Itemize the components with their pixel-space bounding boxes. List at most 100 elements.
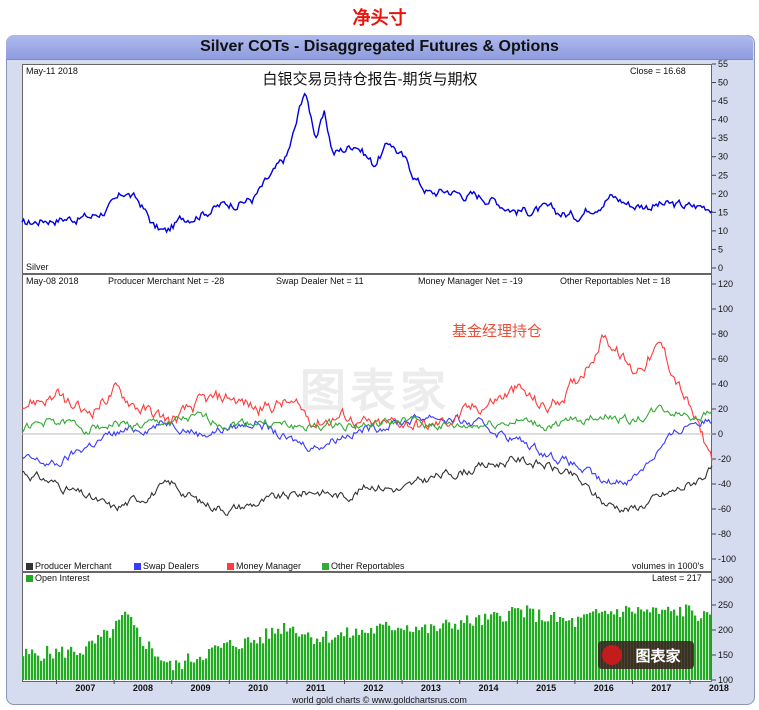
open-interest-bar	[292, 626, 295, 680]
open-interest-bar	[370, 628, 373, 680]
series-swap-dealers	[21, 413, 713, 487]
open-interest-bar	[442, 623, 445, 680]
open-interest-bar	[481, 625, 484, 680]
open-interest-bar	[469, 623, 472, 680]
open-interest-bar	[295, 633, 298, 680]
open-interest-bar	[589, 612, 592, 680]
open-interest-bar	[334, 637, 337, 680]
x-tick-label-2009: 2009	[191, 683, 211, 693]
open-interest-bar	[313, 644, 316, 680]
y-tick-label-1-9: 80	[718, 329, 728, 339]
open-interest-bar	[514, 608, 517, 680]
open-interest-bar	[223, 643, 226, 680]
open-interest-bar	[523, 617, 526, 680]
open-interest-bar	[505, 621, 508, 680]
y-tick-label-1-11: 120	[718, 279, 733, 289]
open-interest-bar	[382, 624, 385, 680]
open-interest-bar	[706, 612, 709, 680]
open-interest-bar	[493, 612, 496, 680]
y-tick-label-0-0: 0	[718, 263, 723, 273]
open-interest-bar	[697, 620, 700, 680]
open-interest-bar	[484, 613, 487, 680]
open-interest-bar	[178, 662, 181, 680]
open-interest-bar	[115, 620, 118, 680]
series-producer-merchant	[21, 455, 713, 516]
legend-other: Other Reportables	[322, 561, 405, 571]
open-interest-bar	[520, 609, 523, 680]
open-interest-bar	[232, 646, 235, 680]
open-interest-bar	[565, 621, 568, 680]
open-interest-bar	[583, 614, 586, 680]
open-interest-bar	[445, 619, 448, 680]
open-interest-bar	[511, 607, 514, 680]
open-interest-bar	[526, 605, 529, 680]
open-interest-bar	[64, 657, 67, 680]
open-interest-bar	[331, 639, 334, 680]
open-interest-bar	[307, 632, 310, 680]
open-interest-bar	[301, 634, 304, 680]
open-interest-bar	[253, 639, 256, 680]
open-interest-bar	[298, 636, 301, 680]
x-tick-label-2007: 2007	[75, 683, 95, 693]
open-interest-bar	[559, 617, 562, 680]
open-interest-bar	[31, 649, 34, 680]
open-interest-bar	[346, 627, 349, 680]
open-interest-bar	[529, 608, 532, 680]
open-interest-bar	[544, 621, 547, 680]
open-interest-bar	[280, 633, 283, 680]
open-interest-bar	[151, 648, 154, 680]
open-interest-bar	[556, 622, 559, 680]
open-interest-bar	[211, 647, 214, 680]
open-interest-bar	[415, 626, 418, 680]
open-interest-bar	[277, 628, 280, 680]
open-interest-bar	[508, 610, 511, 680]
open-interest-bar	[193, 662, 196, 680]
open-interest-bar	[22, 656, 25, 680]
open-interest-bar	[400, 628, 403, 680]
y-tick-label-1-4: -20	[718, 454, 731, 464]
open-interest-bar	[571, 618, 574, 680]
open-interest-bar	[58, 652, 61, 680]
y-tick-label-0-5: 25	[718, 170, 728, 180]
open-interest-bar	[274, 633, 277, 680]
open-interest-bar	[397, 627, 400, 680]
open-interest-bar	[349, 637, 352, 680]
open-interest-bar	[439, 628, 442, 680]
y-tick-label-0-6: 30	[718, 152, 728, 162]
open-interest-bar	[418, 630, 421, 680]
open-interest-bar	[199, 656, 202, 680]
swap-net-label: Swap Dealer Net = 11	[276, 276, 364, 286]
y-tick-label-0-1: 5	[718, 244, 723, 254]
open-interest-bar	[37, 655, 40, 680]
price-date-label: May-11 2018	[26, 66, 78, 76]
open-interest-bar	[562, 617, 565, 680]
money-manager-annotation: 基金经理持仓	[452, 323, 543, 340]
open-interest-bar	[700, 618, 703, 680]
y-tick-label-0-3: 15	[718, 207, 728, 217]
open-interest-bar	[394, 630, 397, 680]
open-interest-bar	[214, 645, 217, 680]
producer-net-label: Producer Merchant Net = -28	[108, 276, 225, 286]
open-interest-bar	[34, 653, 37, 680]
y-tick-label-1-1: -80	[718, 529, 731, 539]
open-interest-bar	[433, 625, 436, 680]
legend-producer: Producer Merchant	[26, 561, 112, 571]
price-close-label: Close = 16.68	[630, 66, 686, 76]
net-positions-panel	[22, 274, 712, 572]
open-interest-bar	[184, 660, 187, 680]
open-interest-bar	[538, 609, 541, 680]
open-interest-bar	[106, 630, 109, 680]
open-interest-bar	[421, 627, 424, 680]
open-interest-bar	[328, 642, 331, 680]
open-interest-bar	[541, 620, 544, 680]
open-interest-bar	[553, 612, 556, 680]
series-other-reportables	[21, 404, 713, 436]
open-interest-bar	[454, 623, 457, 680]
open-interest-bar	[343, 636, 346, 680]
page-title: 净头寸	[352, 8, 407, 28]
open-interest-bar	[175, 660, 178, 680]
open-interest-bar	[517, 608, 520, 680]
x-tick-label-2014: 2014	[479, 683, 499, 693]
open-interest-bar	[61, 646, 64, 680]
y-tick-label-1-0: -100	[718, 554, 736, 564]
